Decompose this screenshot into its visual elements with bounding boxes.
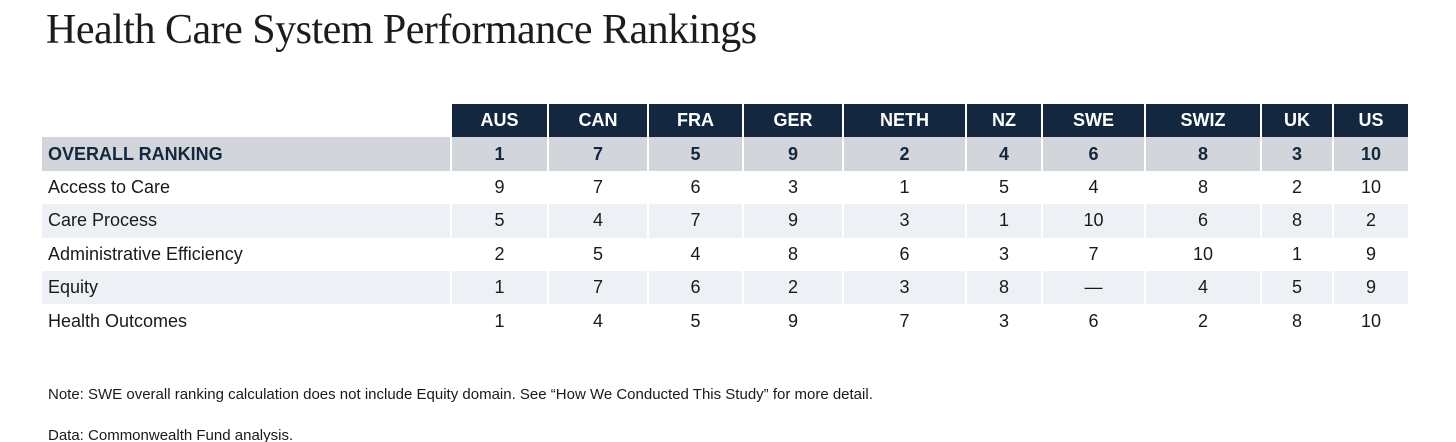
chart-title: Health Care System Performance Rankings	[46, 7, 757, 53]
table-cell: —	[1041, 270, 1144, 305]
table-cell: 3	[1260, 137, 1332, 171]
row-label: Administrative Efficiency	[48, 243, 243, 264]
table-cell: 10	[1144, 237, 1260, 271]
table-cell: 5	[1260, 270, 1332, 305]
table-cell: 3	[742, 170, 842, 205]
column-header: GER	[742, 104, 842, 138]
table-cell: 6	[1144, 204, 1260, 238]
table-cell: 2	[1260, 170, 1332, 205]
table-cell: 3	[842, 270, 965, 305]
column-header: AUS	[450, 104, 547, 138]
row-label: Health Outcomes	[48, 310, 188, 331]
table-row-equity: Equity 1 7 6 2 3 8 — 4 5 9	[42, 270, 1408, 305]
table-cell: 9	[1332, 270, 1408, 305]
table-cell: 3	[965, 304, 1041, 338]
table-cell: 1	[450, 137, 547, 171]
table-cell: 7	[842, 304, 965, 338]
column-header: NETH	[842, 104, 965, 138]
table-cell: 4	[1144, 270, 1260, 305]
table-cell: 7	[547, 137, 647, 171]
row-label: Care Process	[42, 204, 450, 238]
table-cell: 7	[1041, 237, 1144, 271]
table-cell: 5	[647, 137, 742, 171]
table-cell: 4	[547, 204, 647, 238]
data-source: Data: Commonwealth Fund analysis.	[48, 427, 294, 442]
table-cell: 7	[547, 170, 647, 205]
table-cell: 9	[742, 137, 842, 171]
column-header: SWIZ	[1144, 104, 1260, 138]
table-cell: 2	[1144, 304, 1260, 338]
table-cell: 9	[450, 170, 547, 205]
table-cell: 8	[1144, 137, 1260, 171]
table-cell: 1	[1260, 237, 1332, 271]
column-header: SWE	[1041, 104, 1144, 138]
table-cell: 2	[742, 270, 842, 305]
table-cell: 6	[647, 270, 742, 305]
table-cell: 1	[450, 270, 547, 305]
column-header: UK	[1260, 104, 1332, 138]
row-label: Equity	[42, 270, 450, 305]
table-row-overall-ranking: OVERALL RANKING 1 7 5 9 2 4 6 8 3 10	[42, 137, 1408, 171]
table-cell: 3	[842, 204, 965, 238]
table-cell: 7	[547, 270, 647, 305]
column-header: CAN	[547, 104, 647, 138]
header-row: AUS CAN FRA GER NETH NZ SWE SWIZ UK US	[42, 104, 1408, 138]
table-cell: 8	[742, 237, 842, 271]
table-cell: 6	[1041, 137, 1144, 171]
table-cell: 4	[1041, 170, 1144, 205]
footnote: Note: SWE overall ranking calculation do…	[48, 386, 873, 403]
column-header: NZ	[965, 104, 1041, 138]
table-cell: 10	[1332, 137, 1408, 171]
table-cell: 8	[1260, 204, 1332, 238]
table-row-administrative-efficiency: Administrative Efficiency 2 5 4 8 6 3 7 …	[42, 237, 1408, 271]
table-cell: 6	[1041, 304, 1144, 338]
table-cell: 9	[742, 304, 842, 338]
column-header: US	[1332, 104, 1408, 138]
table-cell: 10	[1041, 204, 1144, 238]
table-cell: 8	[965, 270, 1041, 305]
table-cell: 6	[842, 237, 965, 271]
rankings-table: AUS CAN FRA GER NETH NZ SWE SWIZ UK US O…	[42, 104, 1408, 338]
table-cell: 3	[965, 237, 1041, 271]
table-cell: 2	[842, 137, 965, 171]
table-cell: 5	[547, 237, 647, 271]
table-cell: 10	[1332, 170, 1408, 205]
table-row-health-outcomes: Health Outcomes 1 4 5 9 7 3 6 2 8 10	[42, 304, 1408, 338]
table-row-care-process: Care Process 5 4 7 9 3 1 10 6 8 2	[42, 204, 1408, 238]
table-cell: 1	[450, 304, 547, 338]
table-cell: 5	[647, 304, 742, 338]
table-cell: 1	[842, 170, 965, 205]
table-cell: 2	[450, 237, 547, 271]
table-cell: 5	[965, 170, 1041, 205]
table-cell: 4	[547, 304, 647, 338]
table-cell: 7	[647, 204, 742, 238]
table-cell: 4	[647, 237, 742, 271]
table-cell: 9	[1332, 237, 1408, 271]
table-cell: 1	[965, 204, 1041, 238]
table-cell: 10	[1332, 304, 1408, 338]
table-cell: 5	[450, 204, 547, 238]
table-cell: 6	[647, 170, 742, 205]
table-cell: 8	[1144, 170, 1260, 205]
column-header: FRA	[647, 104, 742, 138]
row-label: Access to Care	[48, 176, 171, 197]
table-cell: 8	[1260, 304, 1332, 338]
table-cell: 4	[965, 137, 1041, 171]
table-row-access-to-care: Access to Care 9 7 6 3 1 5 4 8 2 10	[42, 170, 1408, 205]
header-corner	[42, 104, 450, 137]
row-label: OVERALL RANKING	[42, 137, 450, 171]
table-cell: 2	[1332, 204, 1408, 238]
table-cell: 9	[742, 204, 842, 238]
